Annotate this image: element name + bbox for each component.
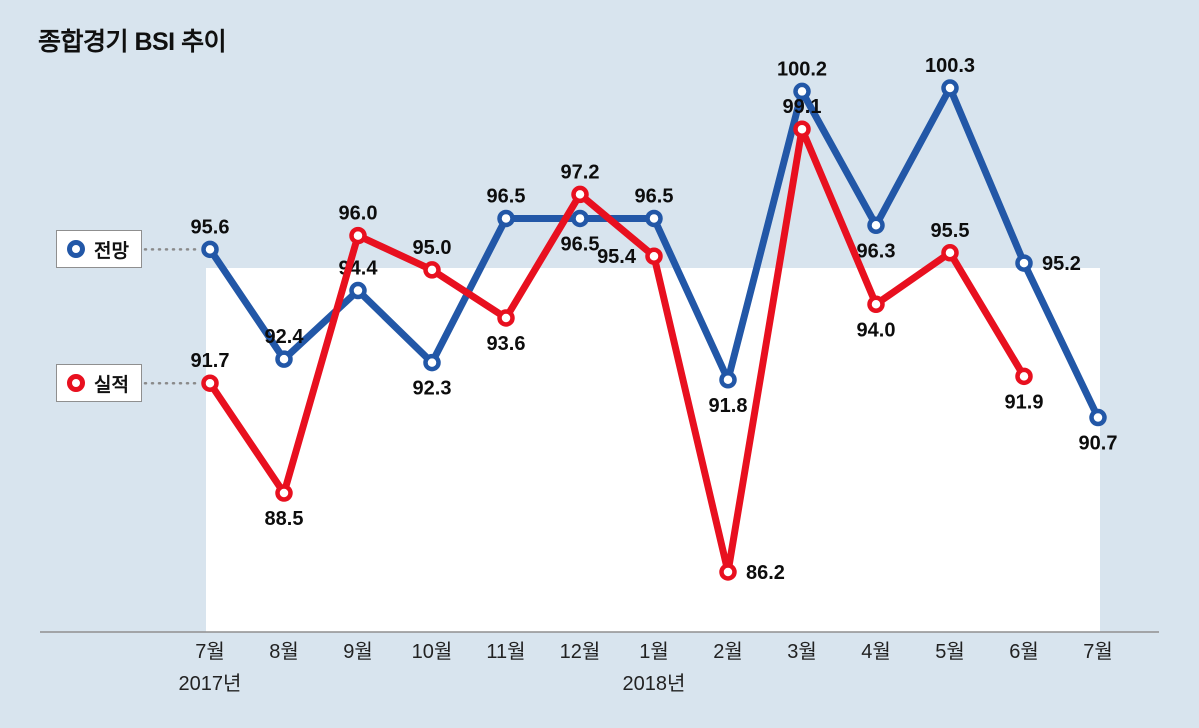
value-label: 99.1 — [783, 96, 822, 118]
chart-title: 종합경기 BSI 추이 — [38, 28, 227, 56]
value-label: 91.8 — [709, 395, 748, 417]
data-point — [645, 247, 663, 265]
data-point — [867, 295, 885, 314]
month-label: 10월 — [412, 640, 453, 663]
data-point — [1015, 367, 1033, 386]
data-point — [275, 350, 293, 368]
data-point — [201, 374, 219, 392]
data-point — [423, 353, 441, 372]
data-point — [1015, 254, 1033, 272]
data-point — [941, 244, 959, 262]
legend-forecast: 전망 — [56, 230, 142, 269]
value-label: 95.2 — [1042, 253, 1081, 275]
month-label: 8월 — [269, 640, 299, 663]
month-label: 2월 — [713, 640, 743, 663]
value-label: 97.2 — [561, 161, 600, 183]
data-point — [349, 281, 367, 300]
data-point — [423, 261, 441, 279]
value-label: 88.5 — [265, 508, 304, 530]
series-line-실적 — [206, 125, 1028, 576]
value-label: 96.5 — [561, 233, 600, 255]
value-label: 95.4 — [597, 246, 637, 268]
value-label: 94.0 — [857, 319, 896, 341]
month-label: 7월 — [1083, 640, 1113, 663]
data-point — [941, 79, 959, 97]
month-label: 5월 — [935, 640, 965, 663]
value-label: 93.6 — [487, 333, 526, 355]
month-label: 1월 — [639, 640, 669, 663]
plot-band — [206, 268, 1100, 632]
value-label: 91.9 — [1005, 391, 1044, 413]
data-point — [275, 484, 293, 502]
forecast-marker-icon — [67, 240, 85, 259]
value-label: 92.4 — [265, 326, 305, 348]
data-point — [645, 209, 663, 228]
data-point — [201, 240, 219, 259]
month-label: 4월 — [861, 640, 891, 663]
actual-marker-icon — [67, 374, 85, 393]
value-label: 91.7 — [191, 350, 230, 372]
month-label: 6월 — [1009, 640, 1039, 663]
year-label: 2018년 — [623, 672, 686, 695]
data-point — [719, 563, 737, 581]
value-label: 96.3 — [857, 240, 896, 262]
data-point — [793, 120, 811, 138]
data-point — [497, 209, 515, 228]
value-label: 96.0 — [339, 203, 378, 225]
value-label: 96.5 — [487, 185, 526, 207]
data-point — [571, 185, 589, 204]
value-label: 95.6 — [191, 216, 230, 238]
data-point — [571, 209, 589, 228]
value-label: 95.0 — [413, 237, 452, 259]
value-label: 86.2 — [746, 562, 785, 584]
year-label: 2017년 — [179, 672, 242, 695]
month-label: 9월 — [343, 640, 373, 663]
value-label: 96.5 — [635, 185, 674, 207]
value-label: 90.7 — [1079, 433, 1118, 455]
month-label: 12월 — [560, 640, 601, 663]
legend-actual: 실적 — [56, 364, 142, 403]
data-point — [1089, 408, 1107, 427]
value-label: 92.3 — [413, 378, 452, 400]
data-point — [719, 371, 737, 389]
value-label: 95.5 — [931, 220, 970, 242]
month-label: 3월 — [787, 640, 817, 663]
month-label: 7월 — [195, 640, 225, 663]
legend-actual-label: 실적 — [94, 374, 129, 396]
data-point — [349, 226, 367, 245]
data-point — [793, 82, 811, 101]
value-label: 100.3 — [925, 55, 975, 77]
data-point — [497, 309, 515, 327]
legend-forecast-label: 전망 — [94, 240, 129, 262]
value-label: 100.2 — [777, 58, 827, 80]
data-point — [867, 216, 885, 235]
month-label: 11월 — [486, 640, 525, 663]
